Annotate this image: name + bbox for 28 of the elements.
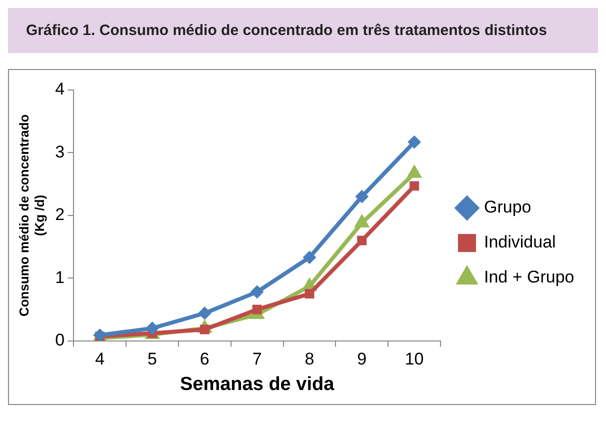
point [198, 306, 212, 320]
x-axis-title: Semanas de vida [180, 374, 335, 395]
y-tick-label: 0 [55, 330, 65, 350]
x-tick-label: 10 [404, 350, 424, 369]
legend-label: Grupo [484, 198, 532, 217]
chart-title: Gráfico 1. Consumo médio de concentrado em três tratamentos distintos [8, 8, 598, 53]
point [357, 236, 367, 246]
y-tick-label: 1 [55, 268, 65, 287]
point [250, 285, 264, 298]
legend-label: Individual [484, 232, 556, 252]
y-tick-label: 3 [55, 142, 65, 162]
point [304, 289, 314, 299]
point [252, 304, 262, 314]
point [302, 250, 316, 264]
x-tick-label: 7 [252, 350, 262, 369]
y-tick-label: 4 [55, 80, 65, 99]
x-tick-label: 4 [95, 350, 105, 369]
x-tick-label: 6 [200, 350, 210, 369]
point [355, 190, 368, 204]
x-tick-label: 8 [304, 350, 314, 369]
y-axis-title: Consumo médio de concentrado (Kg /d) [16, 114, 47, 317]
x-tick-label: 9 [357, 350, 367, 369]
point [410, 181, 420, 191]
point [146, 322, 159, 335]
x-tick-label: 5 [148, 350, 157, 369]
legend-label: Ind + Grupo [484, 268, 574, 287]
y-tick-label: 2 [55, 205, 65, 224]
point [408, 136, 421, 149]
